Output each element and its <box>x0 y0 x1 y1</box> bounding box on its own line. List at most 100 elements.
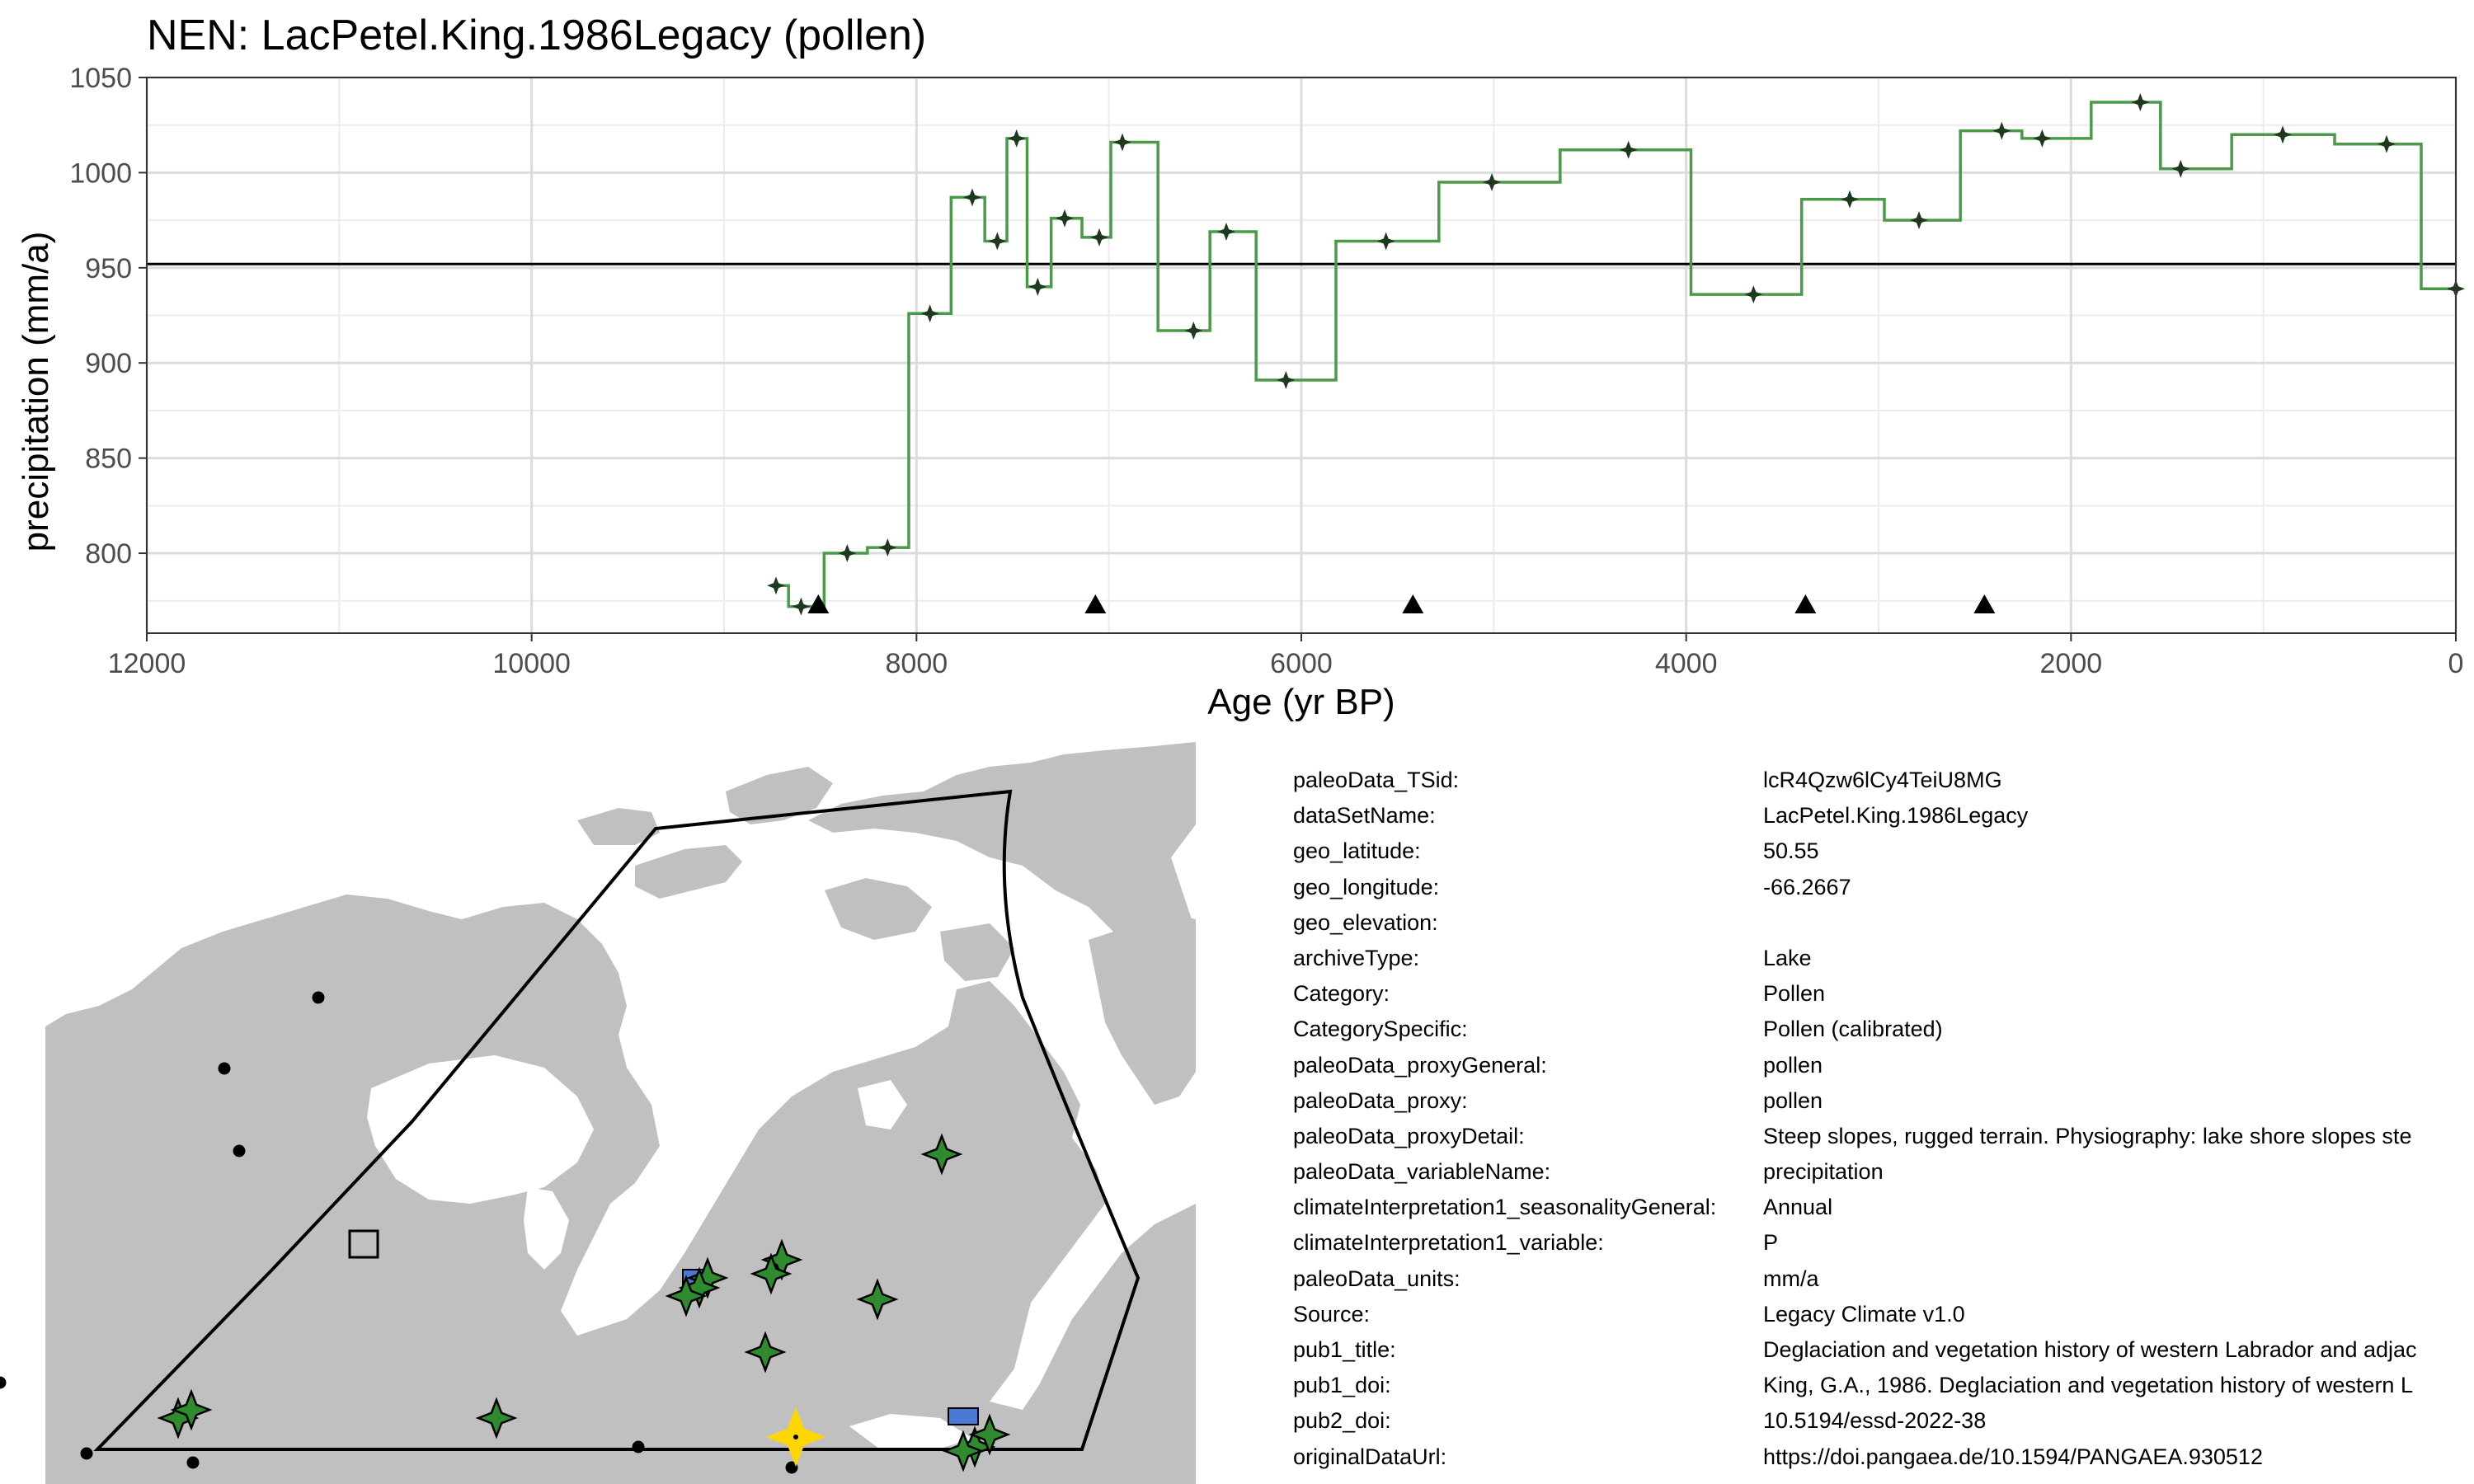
x-axis-title: Age (yr BP) <box>1207 682 1395 722</box>
metadata-row: geo_longitude: -66.2667 <box>1293 870 2474 905</box>
land-island-6 <box>495 928 553 965</box>
metadata-row: paleoData_TSid: lcR4Qzw6lCy4TeiU8MG <box>1293 763 2474 798</box>
data-point <box>2274 125 2292 144</box>
metadata-key: dataSetName: <box>1293 803 1436 829</box>
data-point <box>878 538 897 557</box>
metadata-row: paleoData_proxy: pollen <box>1293 1083 2474 1119</box>
data-point <box>2378 134 2396 153</box>
site-map <box>0 742 1196 1484</box>
data-point <box>1841 190 1859 209</box>
water-features <box>367 1055 973 1451</box>
data-point <box>920 304 939 323</box>
dot-marker <box>0 1376 7 1389</box>
metadata-row: climateInterpretation1_variable: P <box>1293 1225 2474 1261</box>
land-mainland <box>45 895 1196 1484</box>
metadata-row: paleoData_proxyGeneral: pollen <box>1293 1048 2474 1083</box>
metadata-row: climateInterpretation1_seasonalityGenera… <box>1293 1190 2474 1225</box>
metadata-key: paleoData_TSid: <box>1293 768 1460 792</box>
y-tick-label: 950 <box>85 253 132 284</box>
metadata-key: paleoData_units: <box>1293 1266 1460 1291</box>
age-control-markers <box>807 594 1996 613</box>
metadata-key: climateInterpretation1_seasonalityGenera… <box>1293 1195 1717 1220</box>
age-control-triangle <box>1402 594 1424 613</box>
star-site-marker <box>475 1397 518 1439</box>
metadata-row: geo_latitude: 50.55 <box>1293 834 2474 869</box>
land-southampton <box>569 981 618 1026</box>
age-control-triangle <box>1973 594 1996 613</box>
dot-marker <box>218 1062 231 1075</box>
data-point <box>1277 371 1296 390</box>
metadata-key: pub1_title: <box>1293 1337 1396 1362</box>
data-point <box>963 188 981 207</box>
step-line <box>776 101 2456 608</box>
x-tick-label: 0 <box>2448 648 2464 679</box>
james-bay <box>524 1187 569 1270</box>
metadata-row: pub1_doi: King, G.A., 1986. Deglaciation … <box>1293 1368 2474 1403</box>
data-point <box>767 576 785 595</box>
metadata-row: paleoData_variableName: precipitation <box>1293 1154 2474 1190</box>
age-control-triangle <box>1794 594 1817 613</box>
metadata-row: originalDataUrl: https://doi.pangaea.de/1… <box>1293 1439 2474 1475</box>
data-point <box>1217 222 1235 241</box>
dot-marker <box>186 1456 200 1469</box>
metadata-row: pub2_doi: 10.5194/essd-2022-38 <box>1293 1403 2474 1439</box>
star-site-marker <box>968 1413 1011 1456</box>
blue-rect-marker <box>948 1407 979 1425</box>
metadata-value: Lake <box>1763 945 1812 970</box>
metadata-value: mm/a <box>1763 1266 1819 1291</box>
metadata-value: 10.5194/essd-2022-38 <box>1763 1408 1987 1434</box>
land-arctic-island-5 <box>577 808 660 845</box>
data-point <box>1992 121 2011 140</box>
metadata-value: -66.2667 <box>1763 874 1851 899</box>
metadata-value: https://doi.pangaea.de/10.1594/PANGAEA.9… <box>1763 1444 2263 1469</box>
metadata-row: CategorySpecific: Pollen (calibrated) <box>1293 1012 2474 1047</box>
y-tick-label: 800 <box>85 538 132 570</box>
metadata-value: pollen <box>1763 1087 1823 1113</box>
metadata-value: pollen <box>1763 1052 1823 1078</box>
metadata-row: geo_elevation: <box>1293 905 2474 941</box>
metadata-key: paleoData_variableName: <box>1293 1159 1551 1185</box>
x-tick-label: 2000 <box>2040 648 2103 679</box>
data-point <box>1056 209 1074 228</box>
metadata-row: Source: Legacy Climate v1.0 <box>1293 1297 2474 1332</box>
star-site-marker <box>678 1266 721 1309</box>
star-site-marker <box>744 1331 787 1374</box>
y-axis-title: precipitation (mm/a) <box>16 232 56 552</box>
grid <box>145 76 2458 633</box>
metadata-key: paleoData_proxyGeneral: <box>1293 1052 1547 1078</box>
data-point <box>838 544 857 563</box>
metadata-table: paleoData_TSid: lcR4Qzw6lCy4TeiU8MG dataSe… <box>1293 763 2474 1475</box>
dot-marker <box>312 991 325 1004</box>
metadata-row: dataSetName: LacPetel.King.1986Legacy <box>1293 798 2474 834</box>
metadata-value: Steep slopes, rugged terrain. Physiograp… <box>1763 1123 2412 1148</box>
x-tick-label: 10000 <box>492 648 571 679</box>
dot-marker <box>632 1440 645 1453</box>
metadata-value: Legacy Climate v1.0 <box>1763 1301 1965 1327</box>
metadata-key: geo_latitude: <box>1293 838 1421 864</box>
x-tick-label: 6000 <box>1270 648 1333 679</box>
land-greenland-edge <box>1089 915 1196 1105</box>
ungava-bay <box>858 1080 907 1129</box>
metadata-value: Annual <box>1763 1195 1833 1220</box>
metadata-row: pub1_title: Deglaciation and vegetation h… <box>1293 1332 2474 1368</box>
region-outline <box>93 789 1141 1451</box>
map-markers <box>0 991 1011 1474</box>
metadata-value: Pollen <box>1763 981 1826 1007</box>
data-point <box>1113 133 1131 152</box>
age-control-triangle <box>1084 594 1107 613</box>
data-point <box>1184 321 1203 340</box>
dot-marker <box>80 1447 93 1460</box>
y-tick-label: 900 <box>85 348 132 379</box>
metadata-key: climateInterpretation1_variable: <box>1293 1230 1604 1256</box>
data-point <box>1028 277 1047 296</box>
data-point <box>1483 172 1501 191</box>
hudson-bay <box>367 1055 594 1204</box>
data-point <box>1376 232 1395 251</box>
land-arctic-island-1 <box>635 845 742 899</box>
data-point <box>1744 285 1763 304</box>
data-point <box>792 597 811 616</box>
metadata-value: King, G.A., 1986. Deglaciation and veget… <box>1763 1373 2413 1398</box>
x-tick-label: 8000 <box>886 648 948 679</box>
metadata-key: originalDataUrl: <box>1293 1444 1447 1469</box>
metadata-value: precipitation <box>1763 1159 1884 1185</box>
